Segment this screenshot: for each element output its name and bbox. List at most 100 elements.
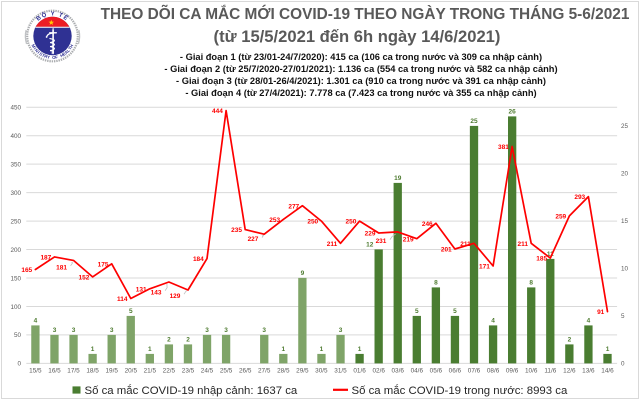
svg-text:227: 227 — [248, 236, 259, 243]
svg-text:231: 231 — [376, 238, 387, 245]
svg-text:3: 3 — [53, 327, 57, 334]
svg-text:L: L — [66, 48, 72, 54]
svg-text:H: H — [59, 52, 64, 58]
svg-text:N: N — [34, 48, 40, 54]
svg-text:15/5: 15/5 — [29, 367, 42, 374]
svg-text:01/6: 01/6 — [353, 367, 366, 374]
svg-text:5: 5 — [621, 313, 625, 320]
svg-text:07/6: 07/6 — [468, 367, 481, 374]
svg-text:259: 259 — [555, 214, 566, 221]
svg-text:Số ca mắc COVID-19 trong nước:: Số ca mắc COVID-19 trong nước: 8993 ca — [352, 384, 568, 397]
svg-text:184: 184 — [193, 256, 204, 263]
svg-text:T: T — [67, 46, 73, 51]
svg-text:S: S — [38, 51, 43, 57]
svg-text:I: I — [33, 46, 38, 50]
svg-text:20: 20 — [621, 171, 629, 178]
svg-text:444: 444 — [212, 108, 223, 115]
svg-text:R: R — [44, 53, 49, 59]
svg-text:100: 100 — [10, 304, 21, 311]
svg-text:165: 165 — [21, 267, 32, 274]
svg-text:09/6: 09/6 — [506, 367, 519, 374]
svg-text:2: 2 — [186, 337, 190, 344]
svg-text:5: 5 — [129, 308, 133, 315]
svg-text:293: 293 — [574, 194, 585, 201]
svg-text:25/5: 25/5 — [220, 367, 233, 374]
svg-text:24/5: 24/5 — [201, 367, 214, 374]
svg-text:Y: Y — [47, 54, 51, 59]
svg-text:21/5: 21/5 — [144, 367, 157, 374]
svg-text:17/5: 17/5 — [67, 367, 80, 374]
svg-text:4: 4 — [587, 318, 591, 325]
svg-text:Số ca mắc COVID-19 nhập cảnh:: Số ca mắc COVID-19 nhập cảnh: 1637 ca — [85, 384, 298, 397]
svg-text:5: 5 — [415, 308, 419, 315]
svg-text:3: 3 — [339, 327, 343, 334]
svg-text:1: 1 — [358, 346, 362, 353]
svg-text:300: 300 — [10, 190, 21, 197]
svg-text:3: 3 — [262, 327, 266, 334]
svg-text:10: 10 — [621, 266, 629, 273]
svg-text:350: 350 — [10, 161, 21, 168]
svg-text:02/6: 02/6 — [372, 367, 385, 374]
svg-text:3: 3 — [110, 327, 114, 334]
svg-text:08/6: 08/6 — [487, 367, 500, 374]
svg-text:0: 0 — [621, 361, 625, 368]
svg-text:11/6: 11/6 — [544, 367, 556, 374]
svg-text:12: 12 — [366, 242, 374, 249]
svg-text:29/5: 29/5 — [296, 367, 309, 374]
svg-text:150: 150 — [10, 275, 21, 282]
svg-text:4: 4 — [34, 318, 38, 325]
svg-text:05/6: 05/6 — [430, 367, 443, 374]
svg-text:1: 1 — [91, 346, 95, 353]
svg-text:1: 1 — [320, 346, 324, 353]
svg-text:26/5: 26/5 — [239, 367, 252, 374]
svg-text:143: 143 — [151, 289, 162, 296]
svg-text:E: E — [62, 51, 67, 57]
svg-text:229: 229 — [365, 231, 376, 238]
svg-text:M: M — [31, 43, 37, 49]
svg-text:12/6: 12/6 — [563, 367, 576, 374]
svg-text:211: 211 — [327, 241, 338, 248]
svg-text:0: 0 — [17, 361, 21, 368]
svg-text:1: 1 — [281, 346, 285, 353]
svg-text:11: 11 — [547, 251, 554, 258]
svg-text:T: T — [41, 52, 46, 58]
svg-text:04/6: 04/6 — [411, 367, 424, 374]
svg-text:8: 8 — [529, 280, 533, 287]
svg-text:91: 91 — [597, 309, 605, 316]
svg-text:18/5: 18/5 — [86, 367, 99, 374]
svg-text:400: 400 — [10, 133, 21, 140]
svg-text:131: 131 — [136, 286, 147, 293]
svg-text:50: 50 — [14, 332, 22, 339]
svg-text:I: I — [37, 50, 41, 55]
svg-text:277: 277 — [288, 203, 299, 210]
svg-text:22/5: 22/5 — [163, 367, 176, 374]
svg-text:26: 26 — [508, 109, 516, 116]
svg-text:253: 253 — [269, 217, 280, 224]
svg-text:250: 250 — [307, 219, 318, 226]
svg-text:4: 4 — [491, 318, 495, 325]
svg-text:O: O — [52, 55, 56, 60]
svg-text:20/5: 20/5 — [125, 367, 138, 374]
svg-text:1: 1 — [148, 346, 152, 353]
svg-text:3: 3 — [72, 327, 76, 334]
svg-text:27/5: 27/5 — [258, 367, 271, 374]
svg-text:246: 246 — [422, 221, 433, 228]
svg-text:200: 200 — [10, 247, 21, 254]
svg-text:H: H — [68, 43, 74, 48]
svg-text:9: 9 — [301, 270, 305, 277]
svg-text:06/6: 06/6 — [449, 367, 462, 374]
svg-text:25: 25 — [470, 118, 478, 125]
svg-text:5: 5 — [453, 308, 457, 315]
svg-text:13/6: 13/6 — [582, 367, 595, 374]
svg-text:171: 171 — [479, 264, 490, 271]
svg-text:381: 381 — [498, 144, 509, 151]
svg-text:129: 129 — [170, 293, 181, 300]
svg-text:30/5: 30/5 — [315, 367, 328, 374]
svg-text:03/6: 03/6 — [391, 367, 404, 374]
svg-text:1: 1 — [606, 346, 610, 353]
svg-text:152: 152 — [79, 275, 90, 282]
svg-text:15: 15 — [621, 218, 629, 225]
svg-text:19/5: 19/5 — [105, 367, 118, 374]
svg-text:201: 201 — [441, 247, 452, 254]
svg-text:235: 235 — [231, 227, 242, 234]
